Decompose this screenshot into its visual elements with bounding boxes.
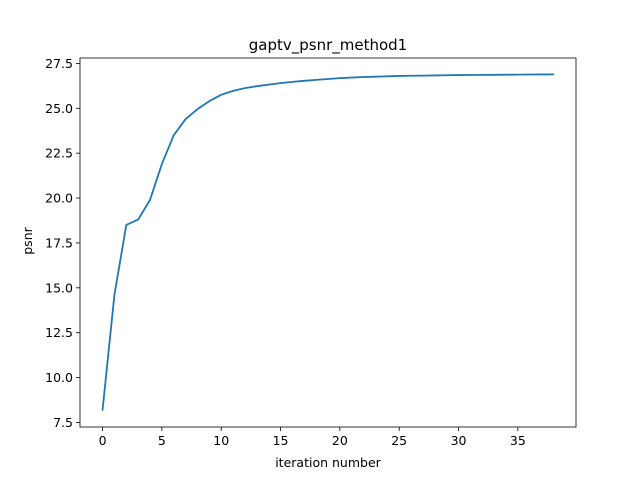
x-axis-label: iteration number [275,455,381,470]
y-axis-label: psnr [20,226,35,254]
y-tick-label: 25.0 [45,101,73,116]
y-tick-label: 10.0 [45,370,73,385]
y-axis: 7.5 10.0 12.5 15.0 17.5 20.0 22.5 25.0 27.5 [45,56,80,430]
x-tick-label: 0 [99,433,107,448]
y-tick-label: 12.5 [45,325,73,340]
y-tick-label: 15.0 [45,280,73,295]
y-tick-label: 17.5 [45,235,73,250]
x-tick-label: 5 [158,433,166,448]
x-tick-label: 35 [510,433,526,448]
y-tick-label: 20.0 [45,191,73,206]
x-tick-label: 25 [391,433,407,448]
y-tick-label: 27.5 [45,56,73,71]
x-axis: 0 5 10 15 20 25 30 35 [99,427,526,448]
x-tick-label: 30 [451,433,467,448]
x-tick-label: 10 [213,433,229,448]
chart-title: gaptv_psnr_method1 [249,36,407,55]
plot-area [101,73,555,411]
x-tick-label: 15 [273,433,289,448]
axes-frame [79,57,577,428]
y-tick-label: 7.5 [53,415,73,430]
x-tick-label: 20 [332,433,348,448]
y-tick-label: 22.5 [45,146,73,161]
psnr-series-line [101,73,555,411]
